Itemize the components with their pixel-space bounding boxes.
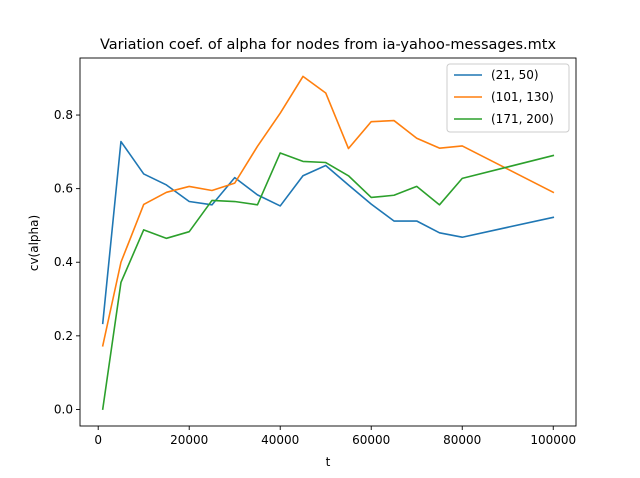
x-axis-label: t — [326, 455, 331, 469]
legend-label-2: (101, 130) — [491, 90, 554, 104]
y-tick-label: 0.0 — [54, 402, 73, 416]
axes-frame — [79, 57, 577, 427]
x-tick-label: 60000 — [352, 433, 390, 447]
x-tick-label: 80000 — [443, 433, 481, 447]
y-tick-label: 0.4 — [54, 255, 73, 269]
series-line-3 — [101, 152, 555, 410]
x-tick-label: 40000 — [261, 433, 299, 447]
chart-title: Variation coef. of alpha for nodes from … — [100, 37, 557, 53]
legend-box — [446, 63, 570, 133]
y-tick-label: 0.8 — [54, 108, 73, 122]
series-line-1 — [101, 140, 555, 325]
plot-area — [101, 75, 555, 410]
legend: (21, 50) (101, 130) (171, 200) — [446, 63, 570, 133]
y-tick-label: 0.6 — [54, 182, 73, 196]
y-tick-label: 0.2 — [54, 329, 73, 343]
series-line-2 — [101, 75, 555, 347]
legend-label-1: (21, 50) — [491, 68, 539, 82]
axes: 0 20000 40000 60000 80000 100000 0.0 0.2 0.4 0.6 0… — [54, 57, 577, 447]
x-tick-label: 100000 — [530, 433, 576, 447]
x-tick-label: 20000 — [170, 433, 208, 447]
legend-label-3: (171, 200) — [491, 112, 554, 126]
y-axis-label: cv(alpha) — [27, 215, 41, 271]
x-tick-label: 0 — [94, 433, 102, 447]
